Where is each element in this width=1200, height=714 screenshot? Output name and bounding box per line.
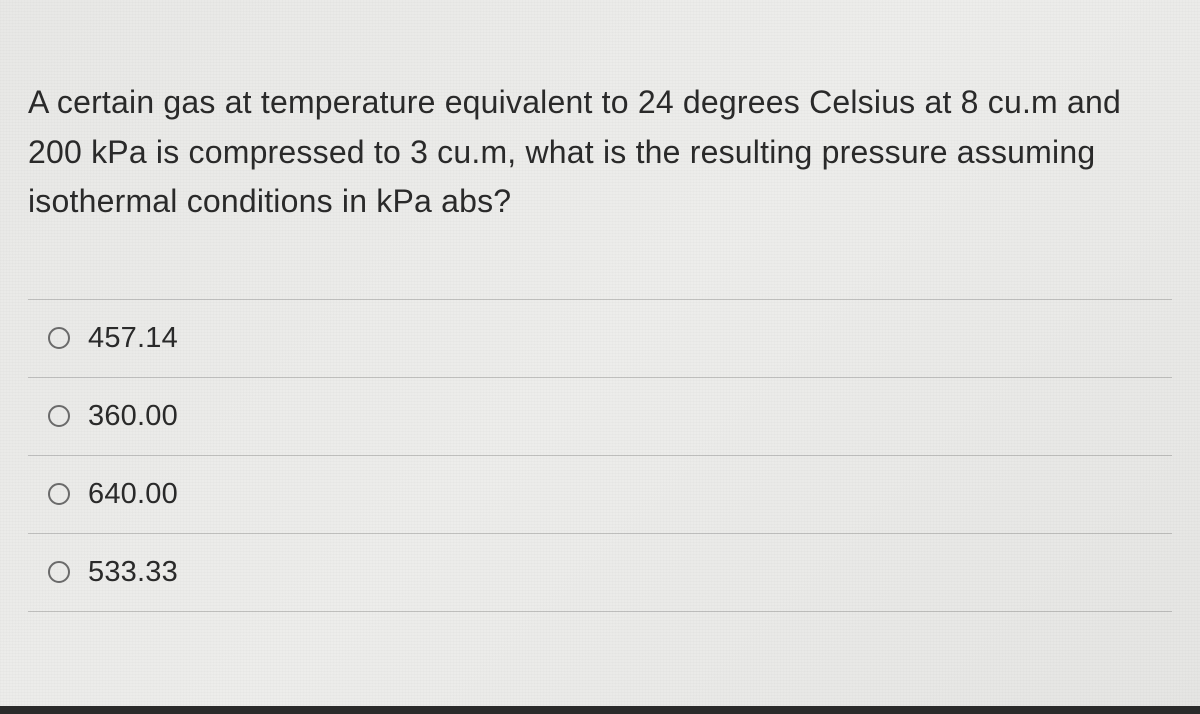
option-label: 360.00	[88, 400, 178, 433]
option-row[interactable]: 457.14	[28, 299, 1172, 377]
radio-icon	[48, 327, 70, 349]
options-list: 457.14 360.00 640.00 533.33	[28, 299, 1172, 612]
radio-icon	[48, 561, 70, 583]
question-container: A certain gas at temperature equivalent …	[0, 0, 1200, 612]
option-row[interactable]: 533.33	[28, 533, 1172, 612]
option-label: 457.14	[88, 322, 178, 355]
radio-icon	[48, 483, 70, 505]
bottom-bar	[0, 706, 1200, 714]
option-label: 533.33	[88, 556, 178, 589]
option-label: 640.00	[88, 478, 178, 511]
radio-icon	[48, 405, 70, 427]
option-row[interactable]: 640.00	[28, 455, 1172, 533]
question-text: A certain gas at temperature equivalent …	[28, 78, 1172, 227]
option-row[interactable]: 360.00	[28, 377, 1172, 455]
